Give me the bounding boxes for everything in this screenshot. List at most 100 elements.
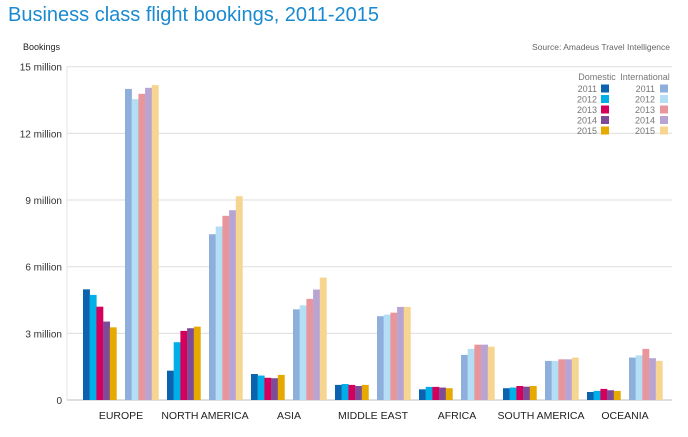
bar-domestic-2012 — [341, 384, 349, 400]
bar-domestic-2011 — [587, 392, 594, 400]
bar-domestic-2014 — [187, 328, 194, 400]
bar-domestic-2013 — [180, 330, 188, 400]
legend-year-label: 2014 — [577, 116, 597, 126]
bar-domestic-2012 — [257, 375, 265, 400]
x-category-label: AFRICA — [438, 410, 477, 422]
bar-international-2014 — [229, 210, 236, 400]
bar-international-2011 — [629, 357, 636, 400]
legend-year-label: 2012 — [577, 95, 597, 105]
legend-swatch — [601, 116, 609, 124]
legend-year-label: 2011 — [578, 84, 597, 94]
bar-international-2015 — [487, 346, 495, 400]
legend-swatch — [601, 105, 609, 114]
bar-international-2012 — [299, 305, 307, 400]
bar-domestic-2012 — [173, 342, 181, 400]
bar-domestic-2012 — [425, 386, 433, 400]
y-axis-label: Bookings — [23, 42, 61, 52]
legend-swatch — [601, 126, 609, 135]
source-note: Source: Amadeus Travel Intelligence — [532, 42, 670, 52]
x-category-label: SOUTH AMERICA — [498, 410, 585, 422]
bar-international-2012 — [131, 99, 139, 400]
legend-year-label: 2014 — [635, 116, 655, 126]
bar-international-2015 — [571, 357, 579, 400]
bar-domestic-2015 — [277, 374, 285, 400]
legend-swatch — [660, 95, 668, 103]
bar-domestic-2015 — [613, 390, 621, 400]
bar-domestic-2013 — [432, 386, 440, 400]
bar-international-2012 — [635, 355, 643, 400]
bar-domestic-2015 — [109, 327, 117, 400]
bar-domestic-2013 — [348, 384, 356, 400]
bar-domestic-2011 — [335, 384, 342, 400]
legend-year-label: 2013 — [577, 105, 597, 115]
bar-international-2013 — [558, 359, 566, 400]
legend-swatch — [660, 116, 668, 124]
bar-international-2013 — [474, 344, 482, 400]
legend-swatch — [601, 95, 609, 103]
bar-international-2011 — [377, 316, 384, 400]
legend-swatch — [660, 84, 668, 93]
y-tick-label: 15 million — [20, 63, 62, 74]
bar-domestic-2013 — [600, 388, 608, 400]
legend-year-label: 2011 — [636, 84, 655, 94]
bar-international-2011 — [209, 234, 216, 400]
bar-international-2015 — [403, 306, 411, 400]
x-category-label: ASIA — [277, 410, 301, 422]
bar-domestic-2014 — [355, 386, 362, 400]
bar-international-2013 — [642, 348, 650, 400]
bar-international-2011 — [461, 354, 468, 400]
bar-domestic-2014 — [439, 387, 446, 400]
bar-domestic-2011 — [419, 389, 426, 400]
bar-international-2015 — [319, 277, 327, 400]
legend-year-label: 2015 — [577, 126, 597, 136]
y-tick-label: 0 — [56, 396, 62, 407]
bar-domestic-2011 — [503, 388, 510, 400]
bar-international-2014 — [145, 87, 152, 401]
x-category-label: MIDDLE EAST — [338, 410, 409, 422]
bar-domestic-2015 — [445, 388, 453, 400]
bar-domestic-2011 — [167, 370, 174, 400]
legend-group-international: International — [620, 72, 670, 82]
y-tick-label: 12 million — [20, 129, 62, 140]
legend-swatch — [660, 105, 668, 114]
bar-domestic-2012 — [593, 390, 601, 400]
bar-domestic-2012 — [89, 294, 97, 400]
bar-domestic-2011 — [83, 289, 90, 400]
bar-international-2012 — [551, 360, 559, 400]
bar-international-2015 — [235, 196, 243, 400]
bar-domestic-2014 — [523, 386, 530, 400]
bar-domestic-2014 — [607, 390, 614, 400]
bar-domestic-2015 — [193, 326, 201, 400]
x-category-label: NORTH AMERICA — [161, 410, 248, 422]
y-tick-label: 9 million — [25, 196, 62, 207]
bar-international-2013 — [390, 312, 398, 400]
legend-year-label: 2015 — [635, 126, 655, 136]
legend-year-label: 2012 — [635, 95, 655, 105]
bar-domestic-2014 — [271, 378, 278, 400]
x-category-label: OCEANIA — [601, 410, 648, 422]
x-category-label: EUROPE — [99, 410, 143, 422]
bar-domestic-2013 — [96, 306, 104, 400]
legend-group-domestic: Domestic — [578, 72, 616, 82]
bar-international-2012 — [215, 226, 223, 400]
y-tick-label: 3 million — [25, 329, 62, 340]
bar-domestic-2013 — [516, 386, 524, 400]
bar-international-2012 — [383, 314, 391, 400]
bar-domestic-2011 — [251, 374, 258, 400]
bar-international-2011 — [125, 88, 132, 401]
bar-international-2015 — [655, 360, 663, 400]
bar-international-2012 — [467, 348, 475, 400]
bar-international-2014 — [313, 289, 320, 400]
bar-international-2013 — [222, 215, 230, 400]
y-tick-label: 6 million — [25, 263, 62, 274]
bar-domestic-2015 — [361, 384, 369, 400]
chart-title: Business class flight bookings, 2011-201… — [8, 4, 379, 26]
bar-international-2014 — [649, 358, 656, 400]
bar-international-2014 — [397, 306, 404, 400]
bar-international-2015 — [151, 85, 159, 400]
bar-international-2013 — [306, 298, 314, 400]
bar-international-2014 — [565, 359, 572, 400]
bar-international-2011 — [545, 360, 552, 400]
